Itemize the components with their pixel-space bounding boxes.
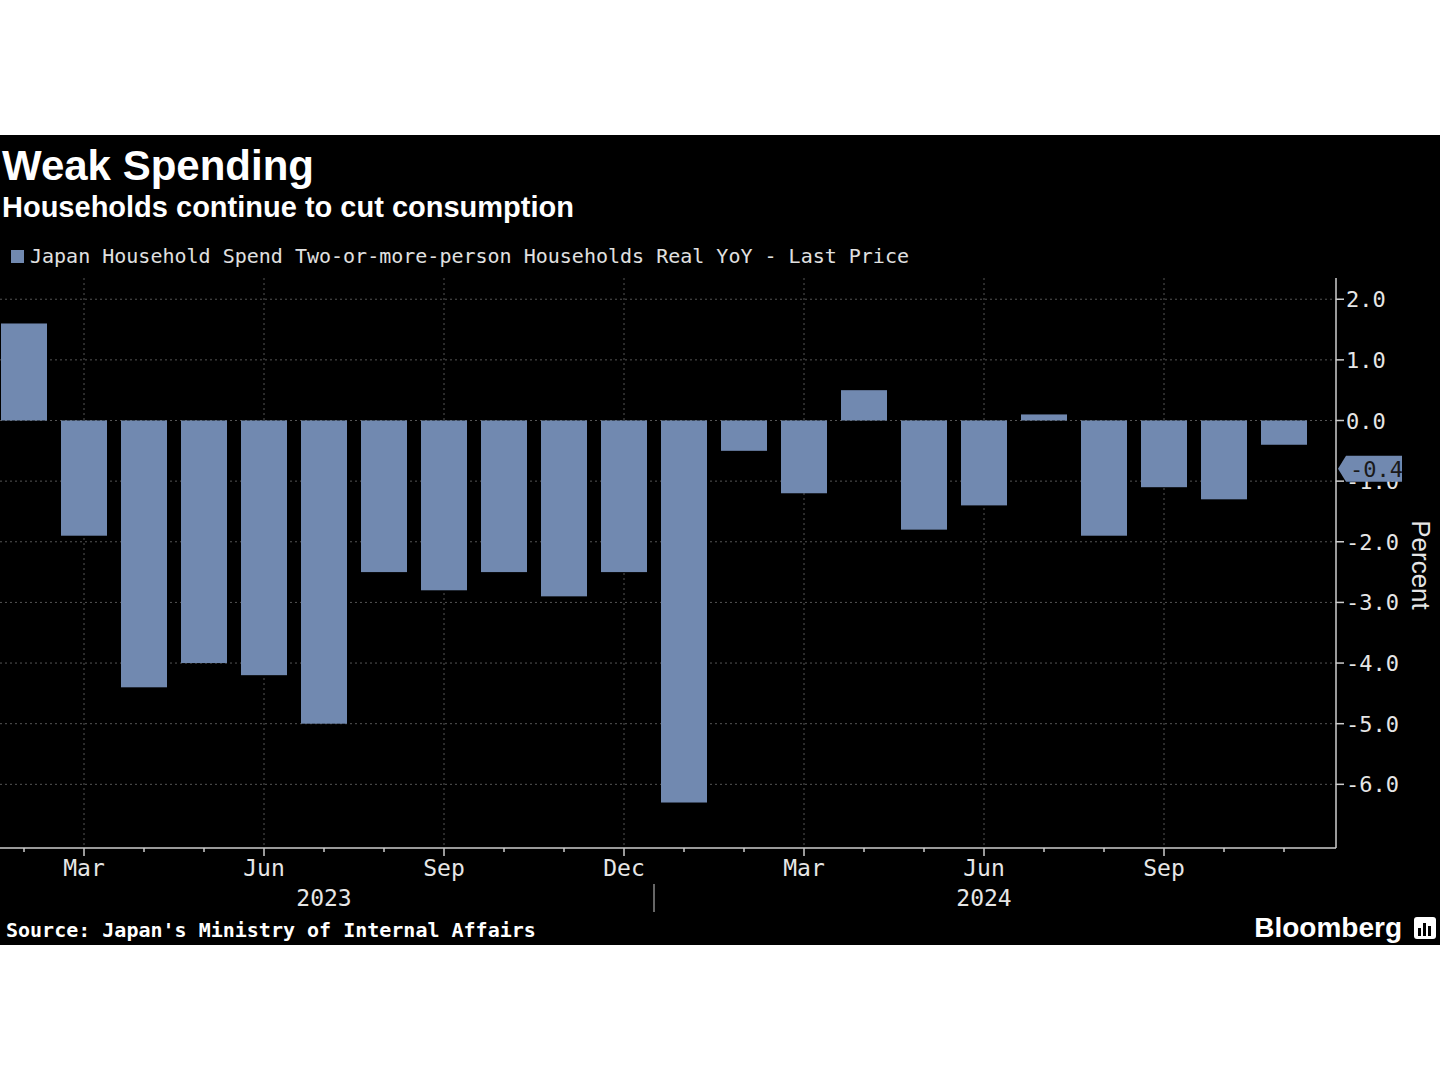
y-tick-label: 0.0 <box>1346 409 1386 434</box>
y-tick <box>1336 298 1344 300</box>
y-tick <box>1336 420 1344 422</box>
bar <box>1201 421 1247 500</box>
y-tick-label: -4.0 <box>1346 651 1399 676</box>
y-tick <box>1336 541 1344 543</box>
bar <box>961 421 1007 506</box>
x-axis: Mar Jun Sep Dec Mar Jun Sep 2023 2024 <box>0 848 1336 912</box>
x-tick <box>743 848 745 852</box>
y-tick <box>1336 480 1344 482</box>
bar <box>601 421 647 573</box>
y-axis-line <box>1335 278 1337 848</box>
x-tick <box>143 848 145 852</box>
bar <box>541 421 587 597</box>
x-tick <box>323 848 325 852</box>
x-tick-label: Sep <box>423 855 465 881</box>
logo-bar <box>1418 928 1421 936</box>
y-tick <box>1336 723 1344 725</box>
x-tick <box>1283 848 1285 852</box>
x-tick <box>203 848 205 852</box>
logo-bar <box>1428 926 1431 936</box>
bars <box>1 323 1307 802</box>
bar <box>661 421 707 803</box>
legend-swatch <box>11 250 24 263</box>
x-tick-label: Jun <box>963 855 1005 881</box>
bar <box>121 421 167 688</box>
bar <box>781 421 827 494</box>
background <box>0 135 1440 945</box>
bar <box>901 421 947 530</box>
x-group-label: 2024 <box>956 885 1011 911</box>
logo-box <box>1414 917 1436 939</box>
y-tick <box>1336 784 1344 786</box>
bar <box>1021 414 1067 420</box>
x-tick <box>1103 848 1105 852</box>
subtitle: Households continue to cut consumption <box>2 191 574 223</box>
x-tick <box>23 848 25 852</box>
x-tick-label: Dec <box>603 855 645 881</box>
x-tick <box>683 848 685 852</box>
y-tick-label: -5.0 <box>1346 712 1399 737</box>
x-tick <box>503 848 505 852</box>
value-tag-box <box>1338 456 1402 482</box>
bar <box>841 390 887 420</box>
legend-label: Japan Household Spend Two-or-more-person… <box>30 244 909 268</box>
x-tick <box>1043 848 1045 852</box>
x-tick <box>923 848 925 852</box>
y-tick <box>1336 602 1344 604</box>
bar <box>61 421 107 536</box>
bar <box>1 323 47 420</box>
y-tick-label: 2.0 <box>1346 287 1386 312</box>
bar <box>301 421 347 724</box>
y-tick <box>1336 359 1344 361</box>
grid-line <box>0 359 1336 360</box>
grid-line-x <box>984 278 985 848</box>
group-separator <box>654 884 655 912</box>
logo-bar <box>1423 923 1426 936</box>
y-tick-label: -2.0 <box>1346 530 1399 555</box>
y-axis-label: Percent <box>1406 520 1436 610</box>
bar <box>721 421 767 451</box>
grid-line-x <box>804 278 805 848</box>
bar <box>481 421 527 573</box>
bar <box>1261 421 1307 445</box>
value-tag: -0.4 <box>1338 456 1403 482</box>
x-tick-label: Sep <box>1143 855 1185 881</box>
y-tick <box>1336 662 1344 664</box>
brand: Bloomberg <box>1254 912 1402 943</box>
x-tick-label: Jun <box>243 855 285 881</box>
x-tick <box>1223 848 1225 852</box>
bar <box>421 421 467 591</box>
x-tick <box>383 848 385 852</box>
x-group-label: 2023 <box>296 885 351 911</box>
title: Weak Spending <box>2 142 314 189</box>
chart: Weak SpendingHouseholds continue to cut … <box>0 0 1440 1080</box>
x-tick <box>563 848 565 852</box>
x-tick-label: Mar <box>783 855 825 881</box>
x-axis-line <box>0 847 1336 849</box>
brand-logo <box>1414 917 1436 939</box>
grid <box>0 278 1336 848</box>
y-tick-label: -3.0 <box>1346 590 1399 615</box>
bar <box>241 421 287 676</box>
grid-line <box>0 299 1336 300</box>
y-tick-label: -6.0 <box>1346 772 1399 797</box>
bar <box>361 421 407 573</box>
bar <box>1141 421 1187 488</box>
data-label: -0.4 <box>1350 457 1403 482</box>
bar <box>181 421 227 664</box>
grid-line-x <box>1164 278 1165 848</box>
y-axis: 2.01.00.0-1.0-2.0-3.0-4.0-5.0-6.0 <box>1336 278 1399 848</box>
grid-line-x <box>84 278 85 848</box>
source: Source: Japan's Ministry of Internal Aff… <box>6 918 536 942</box>
y-tick-label: 1.0 <box>1346 348 1386 373</box>
x-tick <box>863 848 865 852</box>
bar <box>1081 421 1127 536</box>
x-tick-label: Mar <box>63 855 105 881</box>
